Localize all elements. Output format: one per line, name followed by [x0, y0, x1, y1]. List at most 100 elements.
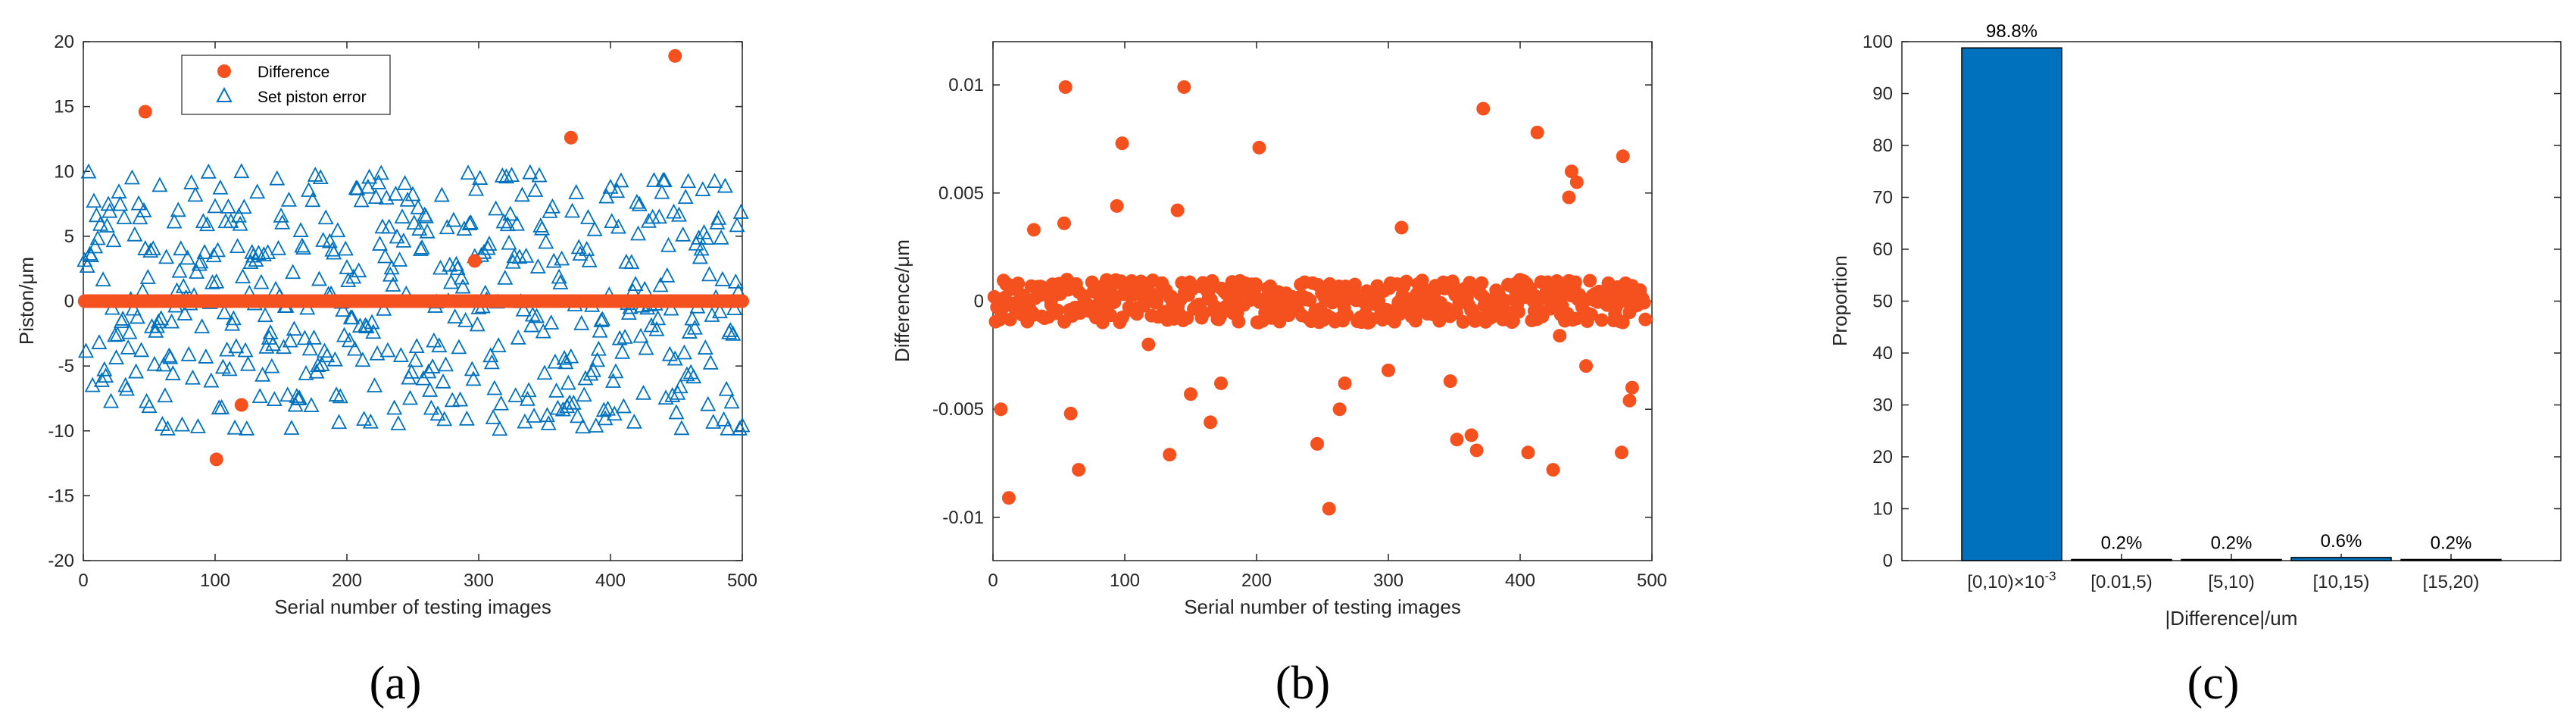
set-piston-point — [374, 218, 391, 234]
set-piston-point — [725, 325, 742, 341]
set-piston-point — [358, 318, 375, 333]
set-piston-point — [337, 240, 354, 256]
set-piston-point — [292, 222, 309, 237]
set-piston-point — [285, 264, 301, 280]
set-piston-point — [240, 355, 256, 371]
set-piston-point — [225, 310, 242, 326]
set-piston-point — [230, 207, 247, 223]
set-piston-point — [615, 398, 632, 414]
set-piston-point — [448, 255, 464, 271]
set-piston-point — [264, 358, 280, 373]
panel-c-x-axis: [0,10)×10-3 [0.01,5) [5,10) [10,15) [15,20) — [1967, 554, 2479, 592]
set-piston-point — [233, 163, 250, 179]
set-piston-point — [286, 320, 302, 336]
set-piston-point — [581, 252, 598, 267]
set-piston-point — [235, 268, 251, 284]
set-piston-point — [504, 167, 520, 183]
set-piston-point — [310, 357, 326, 373]
set-piston-point — [598, 188, 615, 204]
set-piston-point — [465, 370, 482, 386]
set-piston-point — [635, 384, 651, 400]
set-piston-point — [397, 175, 414, 190]
set-piston-point — [493, 395, 510, 411]
set-piston-point — [568, 184, 585, 199]
bar — [1961, 47, 2062, 561]
difference-point — [1475, 276, 1489, 290]
panel-a-y-axis-title: Piston/μm — [15, 257, 38, 345]
set-piston-point — [663, 300, 679, 316]
set-piston-point — [417, 206, 433, 222]
set-piston-point — [726, 300, 743, 316]
y-tick-label: 0 — [64, 292, 74, 312]
difference-outlier-point — [1562, 190, 1576, 205]
set-piston-point — [711, 303, 728, 319]
set-piston-point — [698, 230, 715, 245]
set-piston-point — [640, 212, 657, 228]
set-piston-point — [444, 392, 461, 408]
difference-point — [1197, 305, 1211, 320]
set-piston-point — [668, 404, 685, 420]
set-piston-point — [164, 365, 181, 380]
set-piston-point — [148, 317, 165, 333]
set-piston-point — [253, 273, 270, 289]
difference-point — [1347, 277, 1362, 292]
difference-outlier-point — [138, 105, 152, 119]
set-piston-point — [346, 340, 363, 356]
set-piston-point — [691, 229, 707, 245]
x-tick-label: 100 — [1110, 570, 1140, 591]
set-piston-point — [291, 389, 308, 405]
set-piston-point — [526, 408, 542, 423]
set-piston-point — [381, 218, 398, 234]
set-piston-point — [445, 211, 462, 227]
set-piston-point — [529, 258, 546, 273]
set-piston-point — [551, 268, 567, 284]
set-piston-point — [495, 213, 512, 229]
set-piston-point — [497, 269, 514, 285]
set-piston-point — [315, 232, 332, 247]
difference-point — [1051, 303, 1065, 317]
set-piston-point — [228, 338, 245, 354]
difference-outlier-point — [1141, 337, 1156, 352]
set-piston-point — [326, 244, 342, 260]
set-piston-point — [695, 181, 711, 196]
panel-a-legend-box — [181, 55, 391, 115]
set-piston-point — [713, 229, 729, 245]
panel-b-y-axis-title: Difference/μm — [891, 239, 913, 362]
set-piston-point — [136, 202, 152, 217]
set-piston-point — [504, 253, 521, 269]
set-piston-point — [80, 163, 97, 179]
set-piston-point — [611, 330, 628, 345]
set-piston-point — [590, 340, 607, 356]
difference-outlier-point — [1564, 164, 1578, 179]
difference-point — [1365, 312, 1379, 327]
set-piston-point — [157, 387, 173, 403]
set-piston-point — [482, 347, 499, 363]
set-piston-point — [404, 186, 421, 202]
y-tick-label: 80 — [1872, 136, 1893, 156]
set-piston-point — [700, 395, 717, 411]
set-piston-point — [673, 420, 690, 436]
set-piston-point — [354, 352, 371, 367]
set-piston-point — [613, 172, 629, 188]
x-tick-label: 400 — [1505, 570, 1535, 591]
panel-b-difference-series — [987, 80, 1653, 516]
set-piston-point — [382, 266, 398, 282]
set-piston-point — [461, 215, 478, 230]
difference-outlier-point — [1170, 203, 1185, 217]
set-piston-point — [111, 183, 127, 198]
set-piston-point — [142, 242, 159, 258]
difference-point — [1638, 312, 1653, 327]
difference-point — [1594, 313, 1609, 327]
set-piston-point — [410, 198, 426, 214]
difference-outlier-point — [1214, 376, 1229, 390]
set-piston-point — [339, 259, 355, 274]
category-label: [0.01,5) — [2090, 572, 2152, 592]
set-piston-point — [199, 216, 216, 232]
set-piston-point — [79, 258, 95, 273]
set-piston-point — [675, 226, 692, 242]
difference-outlier-point — [1625, 380, 1639, 395]
difference-point — [1616, 315, 1630, 330]
difference-outlier-point — [209, 452, 223, 467]
set-piston-point — [262, 323, 279, 339]
set-piston-point — [304, 192, 321, 208]
